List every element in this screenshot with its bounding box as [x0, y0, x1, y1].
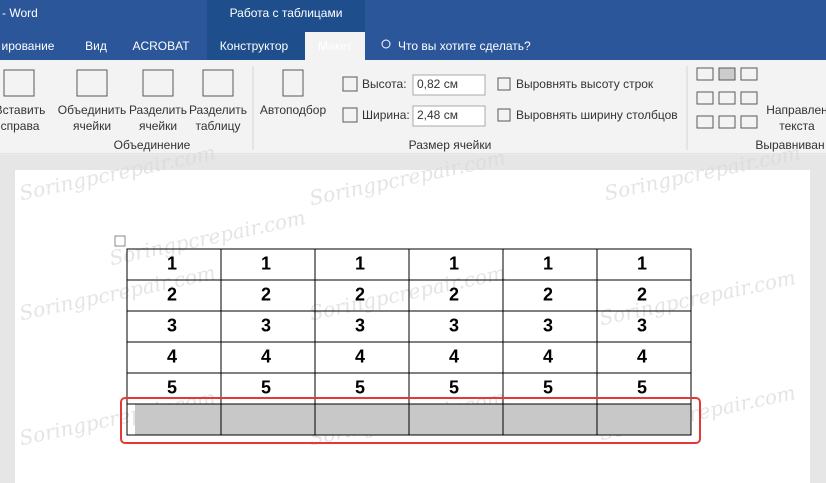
cell-shaded	[503, 404, 597, 435]
tab[interactable]: ирование	[2, 39, 55, 53]
ribbon-button-label[interactable]: ячейки	[73, 119, 111, 133]
cell-shaded	[315, 404, 409, 435]
cell-text: 2	[355, 284, 365, 304]
cell-text: 1	[637, 253, 647, 273]
ribbon-icons	[3, 66, 758, 150]
cell-text: 2	[261, 284, 271, 304]
cell	[596, 403, 692, 436]
cell-text: 1	[355, 253, 365, 273]
cell-text: 4	[261, 346, 271, 366]
app-title: - Word	[2, 6, 38, 20]
cell-text: 4	[355, 346, 365, 366]
ribbon-button-label[interactable]: Направлен	[766, 103, 826, 117]
cell-shaded	[135, 404, 221, 435]
cell-text: 3	[355, 315, 365, 335]
width-label[interactable]: Ширина:	[362, 108, 410, 122]
cell-text: 5	[637, 377, 647, 397]
cell-text: 2	[167, 284, 177, 304]
group-label: Объединение	[114, 138, 191, 152]
ribbon-button-label[interactable]: Объединить	[58, 103, 127, 117]
height-value[interactable]: 0,82 см	[417, 77, 458, 91]
cell-text: 5	[355, 377, 365, 397]
cell-text: 2	[637, 284, 647, 304]
cell-shaded	[221, 404, 315, 435]
cell-text: 3	[543, 315, 553, 335]
context-title: Работа с таблицами	[230, 6, 343, 20]
cell-text: 3	[449, 315, 459, 335]
distribute-cols[interactable]: Выровнять ширину столбцов	[516, 108, 678, 122]
cell-text: 4	[637, 346, 647, 366]
cell-text: 1	[167, 253, 177, 273]
cell-text: 3	[637, 315, 647, 335]
title-bar	[0, 0, 826, 60]
cell-shaded	[409, 404, 503, 435]
cell-text: 1	[449, 253, 459, 273]
ribbon-button-label[interactable]: Разделить	[189, 103, 247, 117]
width-input[interactable]	[412, 105, 486, 127]
highlight	[120, 397, 701, 444]
active-tab-bg	[305, 32, 365, 61]
distribute-rows[interactable]: Выровнять высоту строк	[516, 77, 654, 91]
group-label: Размер ячейки	[409, 138, 492, 152]
cell-text: 5	[167, 377, 177, 397]
tab[interactable]: Конструктор	[220, 39, 289, 53]
cell-text: 4	[167, 346, 177, 366]
cell-text: 3	[167, 315, 177, 335]
cell-shaded	[597, 404, 691, 435]
cell-text: 4	[543, 346, 553, 366]
table-handle[interactable]	[114, 235, 126, 247]
cell-text: 1	[543, 253, 553, 273]
cell-text: 5	[449, 377, 459, 397]
cell-text: 1	[261, 253, 271, 273]
cell-text: 4	[449, 346, 459, 366]
ribbon-button-label[interactable]: Автоподбор	[260, 103, 327, 117]
width-value[interactable]: 2,48 см	[417, 108, 458, 122]
search-text[interactable]: Что вы хотите сделать?	[398, 39, 531, 53]
ribbon-button-label[interactable]: Разделить	[129, 103, 187, 117]
cell-text: 5	[543, 377, 553, 397]
ribbon-button-label[interactable]: текста	[779, 119, 815, 133]
tab[interactable]: Вид	[85, 39, 107, 53]
cell-text: 5	[261, 377, 271, 397]
height-label[interactable]: Высота:	[362, 77, 407, 91]
ribbon-button-label[interactable]: Вставить	[0, 103, 45, 117]
tab[interactable]: ACROBAT	[132, 39, 190, 53]
ribbon-button-label[interactable]: таблицу	[196, 119, 241, 133]
tab[interactable]: Макет	[318, 39, 352, 53]
ribbon-button-label[interactable]: ячейки	[139, 119, 177, 133]
cell-text: 2	[543, 284, 553, 304]
ribbon-button-label[interactable]: справа	[1, 119, 40, 133]
height-input[interactable]	[412, 74, 486, 96]
search[interactable]: Что вы хотите сделать?	[381, 39, 531, 53]
group-label: Выравниван	[755, 138, 824, 152]
cell-text: 2	[449, 284, 459, 304]
cell-text: 3	[261, 315, 271, 335]
